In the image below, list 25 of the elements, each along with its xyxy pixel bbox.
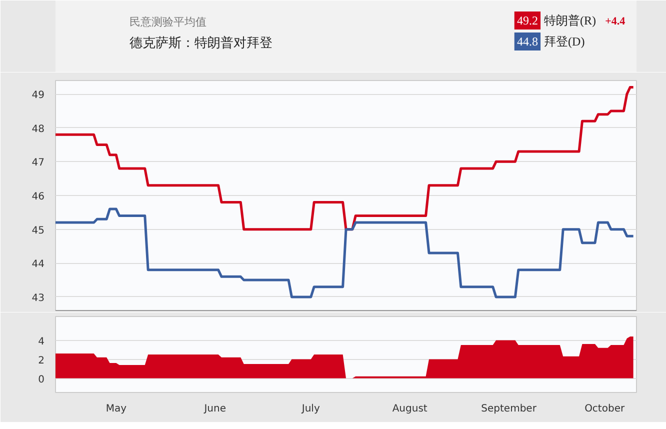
x-tick-label: October [584, 404, 626, 414]
y-tick-label: 48 [32, 124, 45, 135]
y-tick-label: 4 [38, 336, 45, 348]
text: +4.4 [605, 16, 626, 28]
line-series [56, 208, 635, 298]
x-tick-label: June [203, 404, 226, 414]
chart-subtitle: 民意测验平均值 [130, 16, 207, 28]
y-tick-label: 44 [32, 259, 45, 270]
chart-title: 德克萨斯：特朗普对拜登 [130, 35, 273, 50]
x-tick-label: July [300, 404, 320, 414]
y-tick-label: 2 [38, 355, 45, 366]
text: 49.2 [516, 14, 538, 28]
y-tick-label: 47 [32, 158, 45, 169]
x-tick-label: May [106, 404, 127, 414]
line-series [56, 86, 635, 231]
y-tick-label: 46 [32, 192, 45, 202]
y-tick-label: 0 [38, 374, 45, 386]
legend-label: 拜登(D) [544, 34, 585, 48]
x-tick-label: August [392, 404, 428, 414]
text: 44.8 [516, 34, 538, 48]
y-tick-label: 43 [32, 292, 45, 304]
x-tick-label: September [481, 404, 538, 414]
y-tick-label: 49 [32, 90, 45, 102]
legend-label: 特朗普(R) [544, 14, 596, 28]
y-tick-label: 45 [32, 225, 45, 236]
